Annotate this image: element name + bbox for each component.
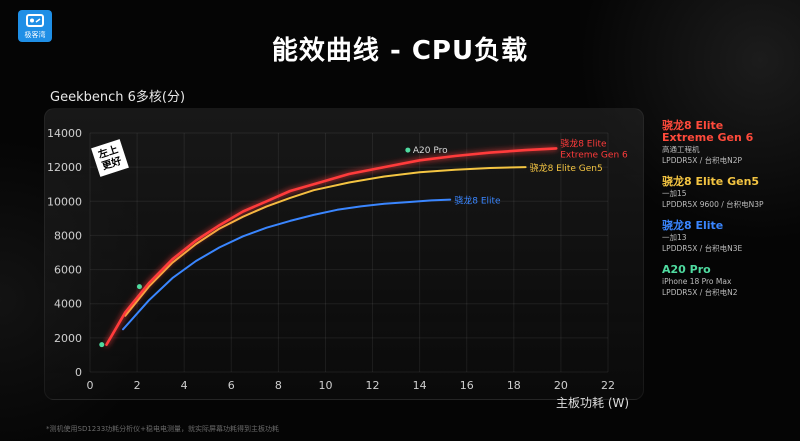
x-tick-label: 8 [275, 379, 282, 392]
brand-logo: 极客湾 [18, 10, 52, 42]
series-line [105, 147, 558, 346]
monitor-icon [26, 14, 44, 27]
legend-item-detail: 高通工程机 [662, 145, 700, 154]
series-label: 骁龙8 Elite Gen5 [530, 162, 603, 174]
series-label: 骁龙8 Elite [560, 137, 607, 149]
point-label: A20 Pro [413, 146, 448, 156]
legend-item: A20 Pro iPhone 18 Pro Max LPDDR5X / 台积电N2 [662, 264, 792, 298]
x-tick-label: 20 [554, 379, 568, 392]
series-line [124, 166, 527, 317]
legend-item-detail: LPDDR5X / 台积电N2 [662, 288, 738, 297]
y-tick-label: 8000 [54, 229, 82, 242]
x-axis-label: 主板功耗 (W) [556, 396, 630, 410]
data-point [99, 342, 105, 348]
x-tick-label: 10 [318, 379, 332, 392]
y-tick-label: 4000 [54, 298, 82, 311]
x-tick-label: 16 [460, 379, 474, 392]
data-point [405, 147, 411, 153]
series-line [122, 198, 452, 331]
chart-panel [44, 108, 644, 400]
legend-item-detail: LPDDR5X 9600 / 台积电N3P [662, 200, 764, 209]
x-tick-label: 4 [181, 379, 188, 392]
x-tick-label: 22 [601, 379, 615, 392]
y-tick-label: 12000 [47, 161, 82, 174]
legend-item-detail: 一加13 [662, 233, 687, 242]
legend-item: 骁龙8 Elite 一加13 LPDDR5X / 台积电N3E [662, 220, 792, 254]
legend-item-detail: 一加15 [662, 189, 687, 198]
legend-item-name: 骁龙8 Elite [662, 219, 724, 232]
legend-item: 骁龙8 Elite Gen5 一加15 LPDDR5X 9600 / 台积电N3P [662, 176, 792, 210]
x-tick-label: 6 [228, 379, 235, 392]
legend-item-detail: iPhone 18 Pro Max [662, 277, 732, 286]
page-title: 能效曲线 - CPU负载 [271, 36, 529, 66]
footnote: *测机使用SD1233功耗分析仪+稳电电测量，就实际屏幕功耗得到主板功耗 [46, 425, 280, 433]
series-label: Extreme Gen 6 [560, 150, 628, 160]
y-tick-label: 6000 [54, 264, 82, 277]
y-tick-label: 0 [75, 366, 82, 379]
y-tick-label: 10000 [47, 195, 82, 208]
x-tick-label: 0 [87, 379, 94, 392]
logo-label: 极客湾 [24, 31, 46, 39]
badge-box [91, 139, 129, 177]
y-tick-label: 2000 [54, 332, 82, 345]
x-tick-label: 2 [134, 379, 141, 392]
legend-item-name: 骁龙8 Elite Extreme Gen 6 [662, 119, 754, 144]
series-label: 骁龙8 Elite [454, 195, 501, 207]
data-point [136, 284, 142, 290]
legend-item-detail: LPDDR5X / 台积电N2P [662, 156, 743, 165]
legend-item-name: 骁龙8 Elite Gen5 [662, 175, 760, 188]
y-axis-label: Geekbench 6多核(分) [50, 90, 186, 105]
x-tick-label: 18 [507, 379, 521, 392]
x-tick-label: 12 [366, 379, 380, 392]
legend-item-name: A20 Pro [662, 263, 711, 276]
y-tick-label: 14000 [47, 127, 82, 140]
x-tick-label: 14 [413, 379, 427, 392]
legend-item-detail: LPDDR5X / 台积电N3E [662, 244, 743, 253]
legend-item: 骁龙8 Elite Extreme Gen 6 高通工程机 LPDDR5X / 台积… [662, 120, 792, 166]
legend: 骁龙8 Elite Extreme Gen 6 高通工程机 LPDDR5X / 台积… [662, 120, 792, 308]
